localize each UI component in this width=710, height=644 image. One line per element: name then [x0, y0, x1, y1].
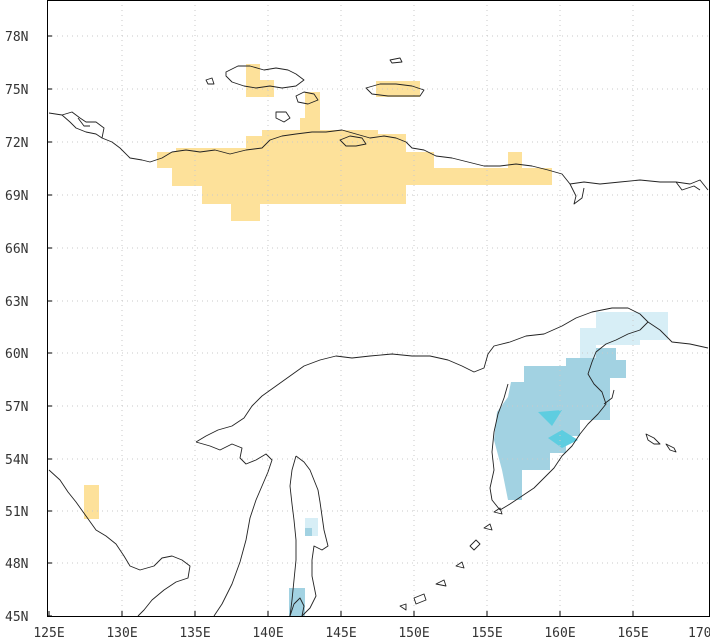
lon-label: 170 — [688, 626, 710, 641]
lat-label: 69N — [5, 189, 28, 204]
lat-label: 75N — [5, 83, 28, 98]
lon-label: 165E — [617, 626, 648, 641]
lon-label: 140E — [252, 626, 283, 641]
lat-label: 63N — [5, 295, 28, 310]
lon-label: 125E — [33, 626, 64, 641]
latitude-labels: 78N 75N 72N 69N 66N 63N 60N 57N 54N 51N … — [5, 30, 28, 625]
lon-label: 135E — [179, 626, 210, 641]
lon-label: 150E — [398, 626, 429, 641]
longitude-labels: 125E 130E 135E 140E 145E 150E 155E 160E … — [33, 626, 710, 641]
lat-label: 72N — [5, 136, 28, 151]
lat-label: 45N — [5, 610, 28, 625]
coastlines — [48, 57, 709, 617]
lat-label: 66N — [5, 242, 28, 257]
lat-label: 78N — [5, 30, 28, 45]
lat-label: 54N — [5, 453, 28, 468]
lat-label: 57N — [5, 400, 28, 415]
tick-marks — [47, 35, 634, 617]
lon-label: 145E — [325, 626, 356, 641]
lat-label: 60N — [5, 347, 28, 362]
lat-label: 51N — [5, 505, 28, 520]
lon-label: 130E — [106, 626, 137, 641]
lat-label: 48N — [5, 557, 28, 572]
lon-label: 160E — [544, 626, 575, 641]
lon-label: 155E — [471, 626, 502, 641]
